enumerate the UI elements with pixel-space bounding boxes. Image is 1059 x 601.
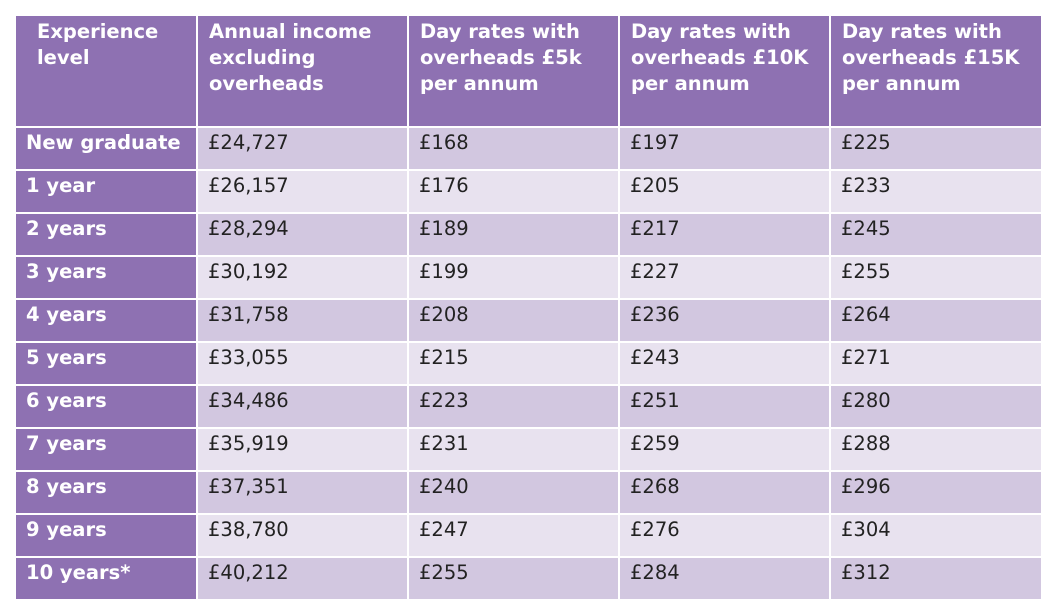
annual-income-cell: £38,780 — [197, 514, 409, 558]
experience-level-cell: 2 years — [16, 213, 198, 257]
annual-income-cell: £37,351 — [197, 471, 409, 515]
day-rate-5k-cell: £168 — [408, 127, 620, 171]
experience-level-cell: 4 years — [16, 299, 198, 343]
experience-level-cell: 10 years* — [16, 557, 198, 601]
experience-level-cell: 9 years — [16, 514, 198, 558]
day-rate-5k-cell: £240 — [408, 471, 620, 515]
annual-income-cell: £34,486 — [197, 385, 409, 429]
experience-level-cell: New graduate — [16, 127, 198, 171]
day-rates-table: Experience level Annual income excluding… — [16, 16, 1041, 601]
experience-level-cell: 3 years — [16, 256, 198, 300]
day-rate-15k-cell: £245 — [830, 213, 1041, 257]
day-rate-15k-cell: £233 — [830, 170, 1041, 214]
day-rate-10k-cell: £217 — [619, 213, 831, 257]
day-rate-10k-cell: £284 — [619, 557, 831, 601]
experience-level-cell: 7 years — [16, 428, 198, 472]
day-rate-15k-cell: £304 — [830, 514, 1041, 558]
experience-level-cell: 1 year — [16, 170, 198, 214]
day-rate-15k-cell: £271 — [830, 342, 1041, 386]
day-rate-5k-cell: £208 — [408, 299, 620, 343]
table-header-row: Experience level Annual income excluding… — [16, 16, 1041, 128]
experience-level-cell: 8 years — [16, 471, 198, 515]
annual-income-cell: £26,157 — [197, 170, 409, 214]
day-rate-10k-cell: £236 — [619, 299, 831, 343]
table-row: 2 years £28,294 £189 £217 £245 — [16, 213, 1041, 257]
annual-income-cell: £33,055 — [197, 342, 409, 386]
day-rate-5k-cell: £199 — [408, 256, 620, 300]
day-rate-10k-cell: £205 — [619, 170, 831, 214]
experience-level-cell: 6 years — [16, 385, 198, 429]
annual-income-cell: £30,192 — [197, 256, 409, 300]
day-rate-5k-cell: £189 — [408, 213, 620, 257]
annual-income-cell: £40,212 — [197, 557, 409, 601]
annual-income-cell: £31,758 — [197, 299, 409, 343]
day-rate-15k-cell: £296 — [830, 471, 1041, 515]
table-row: New graduate £24,727 £168 £197 £225 — [16, 127, 1041, 171]
day-rate-15k-cell: £280 — [830, 385, 1041, 429]
header-annual-income: Annual income excluding overheads — [197, 16, 409, 128]
day-rate-15k-cell: £255 — [830, 256, 1041, 300]
header-day-rate-5k: Day rates with overheads £5k per annum — [408, 16, 620, 128]
day-rate-15k-cell: £264 — [830, 299, 1041, 343]
day-rate-15k-cell: £225 — [830, 127, 1041, 171]
annual-income-cell: £35,919 — [197, 428, 409, 472]
annual-income-cell: £28,294 — [197, 213, 409, 257]
day-rate-10k-cell: £227 — [619, 256, 831, 300]
day-rate-15k-cell: £312 — [830, 557, 1041, 601]
table-row: 5 years £33,055 £215 £243 £271 — [16, 342, 1041, 386]
day-rate-5k-cell: £176 — [408, 170, 620, 214]
day-rate-10k-cell: £243 — [619, 342, 831, 386]
table-row: 4 years £31,758 £208 £236 £264 — [16, 299, 1041, 343]
header-day-rate-10k: Day rates with overheads £10K per annum — [619, 16, 831, 128]
table-row: 7 years £35,919 £231 £259 £288 — [16, 428, 1041, 472]
table-row: 1 year £26,157 £176 £205 £233 — [16, 170, 1041, 214]
day-rate-10k-cell: £276 — [619, 514, 831, 558]
day-rate-10k-cell: £259 — [619, 428, 831, 472]
day-rate-5k-cell: £255 — [408, 557, 620, 601]
day-rate-10k-cell: £251 — [619, 385, 831, 429]
day-rate-5k-cell: £223 — [408, 385, 620, 429]
day-rate-10k-cell: £197 — [619, 127, 831, 171]
day-rate-5k-cell: £247 — [408, 514, 620, 558]
table-row: 3 years £30,192 £199 £227 £255 — [16, 256, 1041, 300]
day-rate-5k-cell: £231 — [408, 428, 620, 472]
day-rate-5k-cell: £215 — [408, 342, 620, 386]
table-row: 8 years £37,351 £240 £268 £296 — [16, 471, 1041, 515]
day-rate-15k-cell: £288 — [830, 428, 1041, 472]
header-day-rate-15k: Day rates with overheads £15K per annum — [830, 16, 1041, 128]
table-row: 9 years £38,780 £247 £276 £304 — [16, 514, 1041, 558]
day-rate-10k-cell: £268 — [619, 471, 831, 515]
table-row: 6 years £34,486 £223 £251 £280 — [16, 385, 1041, 429]
header-experience-level: Experience level — [16, 16, 198, 128]
table-row: 10 years* £40,212 £255 £284 £312 — [16, 557, 1041, 601]
experience-level-cell: 5 years — [16, 342, 198, 386]
annual-income-cell: £24,727 — [197, 127, 409, 171]
